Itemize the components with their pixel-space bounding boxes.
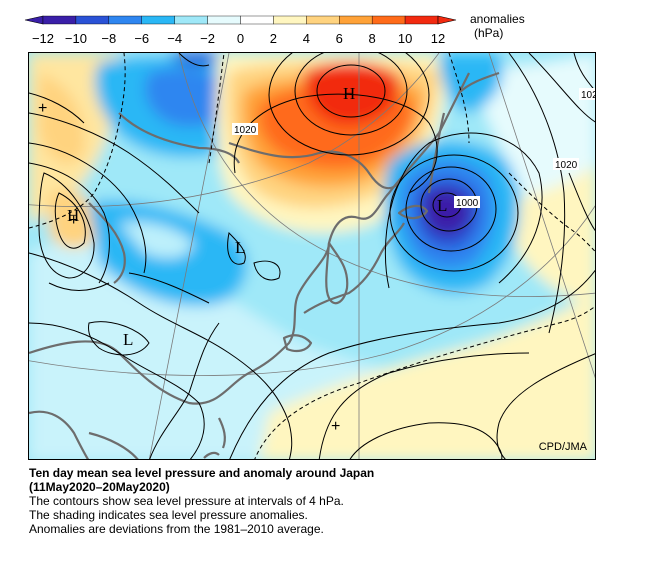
legend-title: anomalies bbox=[470, 12, 525, 26]
pressure-label-1020-east: 1020 bbox=[553, 158, 579, 171]
colorbar-swatch bbox=[108, 15, 142, 25]
colorbar-tick-label: −12 bbox=[32, 31, 54, 46]
svg-text:1020: 1020 bbox=[555, 160, 578, 171]
svg-text:1020: 1020 bbox=[234, 125, 257, 136]
colorbar-swatch bbox=[306, 15, 340, 25]
caption-period: (11May2020–20May2020) bbox=[29, 480, 170, 494]
plus-marker-1: + bbox=[38, 100, 47, 117]
colorbar-tick-label: 10 bbox=[398, 31, 412, 46]
pressure-label-1000: 1000 bbox=[454, 196, 480, 209]
low-center-china: L bbox=[235, 238, 245, 257]
colorbar-tick-label: −4 bbox=[167, 31, 182, 46]
colorbar-arrow-left bbox=[24, 15, 44, 25]
colorbar-tick-label: −10 bbox=[65, 31, 87, 46]
caption-desc-shading: The shading indicates sea level pressure… bbox=[29, 508, 308, 522]
colorbar-tick-label: 6 bbox=[336, 31, 343, 46]
colorbar-swatch bbox=[404, 15, 439, 25]
high-center-west: H bbox=[67, 206, 79, 225]
pressure-label-1020-west: 1020 bbox=[232, 123, 258, 136]
colorbar-swatch bbox=[273, 15, 307, 25]
low-center-east: L bbox=[437, 196, 447, 215]
svg-text:102: 102 bbox=[581, 90, 596, 101]
caption-title: Ten day mean sea level pressure and anom… bbox=[29, 466, 375, 480]
anomaly-shading bbox=[29, 53, 595, 459]
caption-desc-anomalies: Anomalies are deviations from the 1981–2… bbox=[29, 522, 324, 536]
colorbar-tick-label: −2 bbox=[200, 31, 215, 46]
colorbar-swatch bbox=[141, 15, 175, 25]
anomaly-colorbar: −12 −10 −8 −6 −4 −2 0 2 4 6 8 10 12 bbox=[24, 15, 457, 46]
colorbar-tick-label: 4 bbox=[303, 31, 310, 46]
colorbar-tick-label: −6 bbox=[134, 31, 149, 46]
caption-desc-contours: The contours show sea level pressure at … bbox=[29, 494, 344, 508]
low-center-south: L bbox=[123, 330, 133, 349]
high-center-north: H bbox=[343, 84, 355, 103]
zero-anomaly-lines bbox=[29, 53, 595, 459]
plus-marker-3: + bbox=[331, 418, 340, 435]
legend-unit: (hPa) bbox=[474, 26, 504, 40]
colorbar-swatch bbox=[371, 15, 406, 25]
colorbar-tick-label: −8 bbox=[101, 31, 116, 46]
colorbar-ticks: −12 −10 −8 −6 −4 −2 0 2 4 6 8 10 12 bbox=[32, 31, 445, 46]
colorbar-swatch bbox=[339, 15, 373, 25]
figure-caption: Ten day mean sea level pressure and anom… bbox=[29, 466, 629, 536]
colorbar-swatch bbox=[174, 15, 208, 25]
coastlines bbox=[29, 71, 500, 459]
svg-text:1000: 1000 bbox=[456, 198, 479, 209]
plus-markers: + + + bbox=[38, 100, 340, 435]
colorbar-tick-label: 2 bbox=[270, 31, 277, 46]
colorbar-tick-label: 0 bbox=[237, 31, 244, 46]
pressure-centers: H L H L L bbox=[67, 84, 447, 349]
colorbar-tick-label: 12 bbox=[431, 31, 445, 46]
pressure-labels: 1020 1000 1020 102 bbox=[232, 88, 596, 209]
map-credit: CPD/JMA bbox=[538, 441, 587, 453]
colorbar-swatches bbox=[24, 15, 457, 25]
colorbar-swatch bbox=[207, 15, 241, 25]
colorbar-arrow-right bbox=[437, 15, 457, 25]
pressure-anomaly-map: 1020 1000 1020 102 H L H L L + bbox=[28, 52, 596, 460]
colorbar-swatch bbox=[75, 15, 110, 25]
colorbar-swatch bbox=[240, 15, 274, 25]
plus-marker-2: + bbox=[69, 212, 78, 229]
pressure-label-102-edge: 102 bbox=[579, 88, 596, 101]
colorbar-tick-label: 8 bbox=[369, 31, 376, 46]
colorbar-swatch bbox=[42, 15, 77, 25]
